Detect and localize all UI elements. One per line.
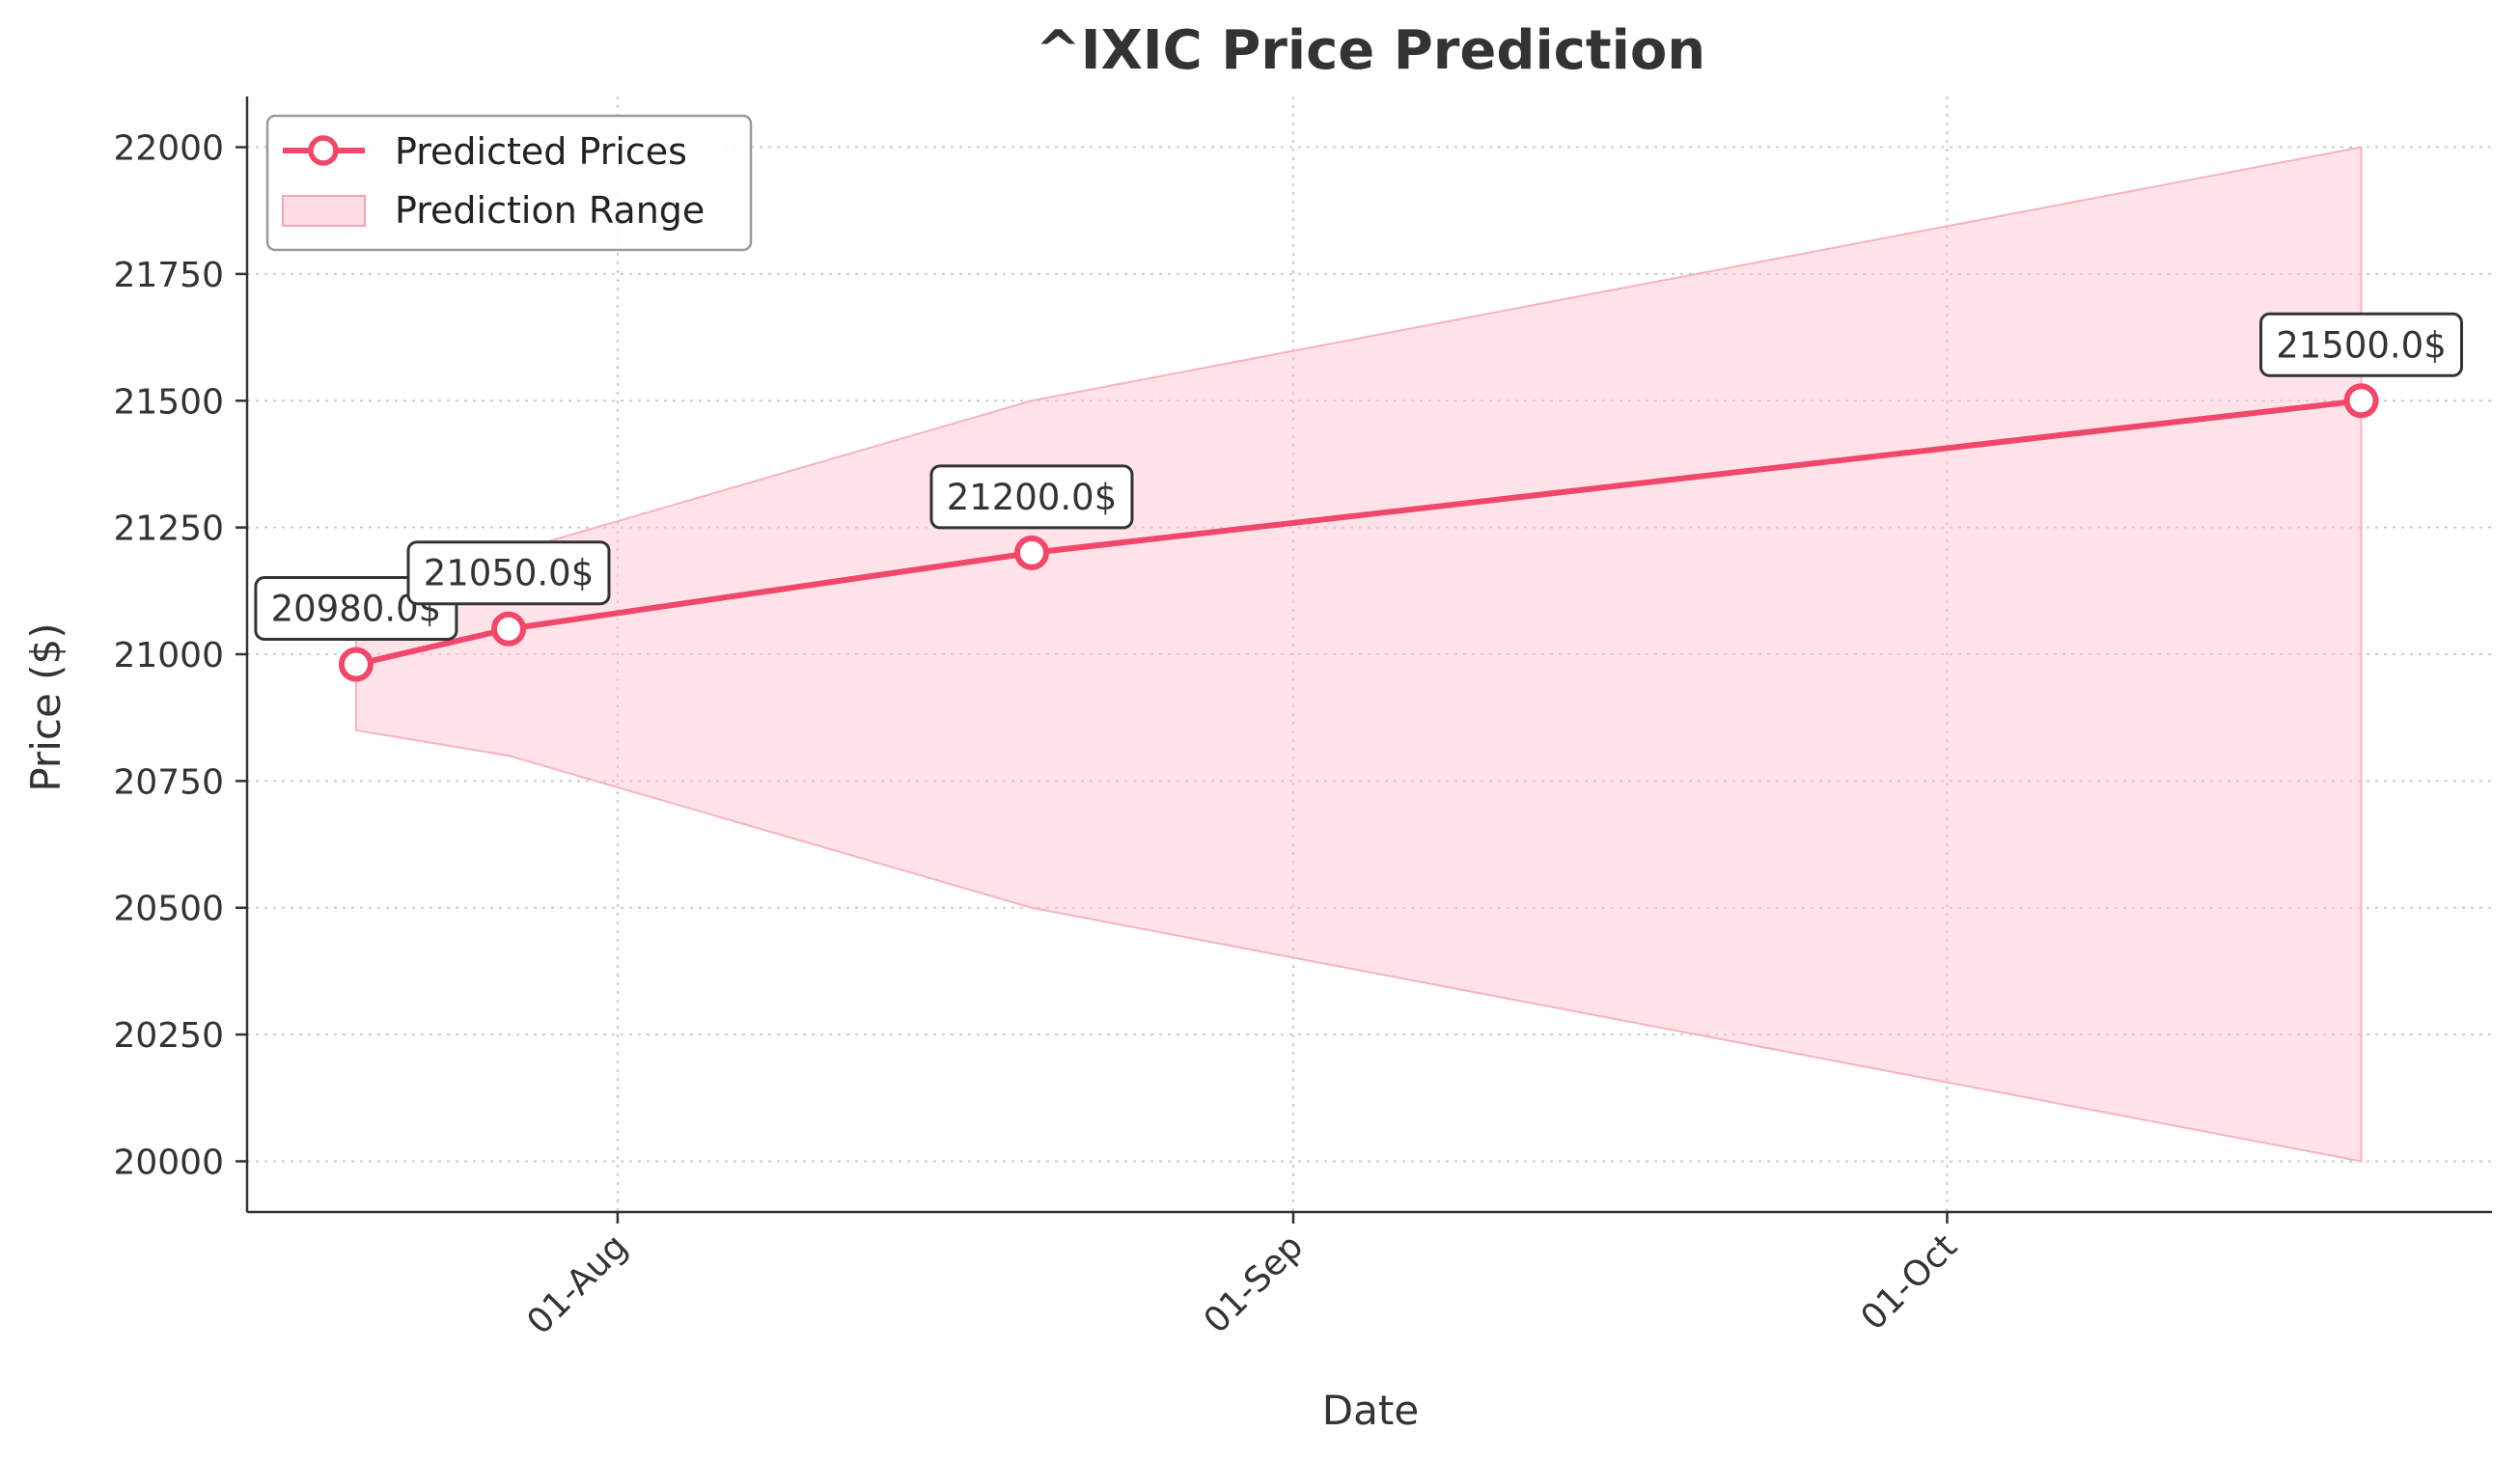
axes [235, 96, 2492, 1224]
data-label: 21500.0$ [2259, 312, 2464, 377]
data-label-box [406, 540, 611, 606]
legend-frame [265, 114, 753, 252]
predicted-prices-polyline [355, 398, 2362, 668]
y-axis-label: Price ($) [22, 622, 69, 791]
data-label: 21050.0$ [406, 540, 611, 606]
data-points [338, 383, 2379, 682]
y-tick-label: 20250 [113, 1016, 224, 1056]
legend-marker-swatch [308, 135, 339, 166]
y-tick-label: 21500 [113, 382, 224, 422]
predicted-prices-line [355, 398, 2362, 668]
prediction-range-band [354, 146, 2363, 1163]
data-label-text: 21200.0$ [947, 477, 1118, 518]
y-tick-label: 21250 [113, 510, 224, 549]
data-point-marker [490, 611, 526, 647]
x-axis-label: Date [1322, 1387, 1419, 1434]
prediction-range-area [354, 146, 2363, 1163]
data-label-box [2259, 312, 2464, 377]
data-point-marker [2343, 383, 2379, 419]
data-labels: 20980.0$21050.0$21200.0$21500.0$ [254, 312, 2464, 642]
data-label-box [929, 464, 1134, 530]
data-label-box [254, 576, 458, 642]
data-label-text: 21500.0$ [2276, 324, 2447, 366]
y-tick-label: 21750 [113, 256, 224, 295]
data-point-marker [338, 647, 374, 682]
data-label-text: 21050.0$ [424, 553, 595, 594]
legend-label-predicted-prices: Predicted Prices [395, 130, 687, 173]
data-label: 21200.0$ [929, 464, 1134, 530]
legend-band-swatch [282, 195, 366, 227]
y-tick-label: 20500 [113, 890, 224, 929]
y-tick-label: 20000 [113, 1143, 224, 1182]
chart-title: ^IXIC Price Prediction [1036, 19, 1705, 82]
data-point-marker [1013, 535, 1049, 570]
legend: Predicted Prices Prediction Range [265, 114, 753, 252]
y-tick-label: 20750 [113, 762, 224, 802]
y-tick-label: 22000 [113, 129, 224, 169]
legend-label-prediction-range: Prediction Range [395, 189, 705, 232]
y-tick-label: 21000 [113, 636, 224, 675]
